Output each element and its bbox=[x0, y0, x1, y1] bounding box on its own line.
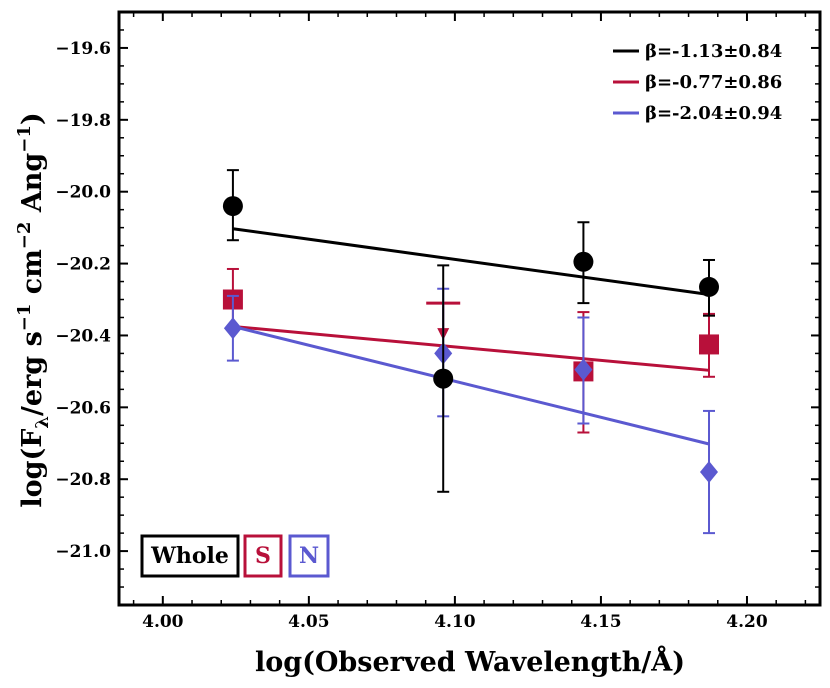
y-tick-label: −19.6 bbox=[55, 39, 111, 59]
data-point bbox=[433, 368, 454, 389]
y-label-sup: −1 bbox=[14, 304, 35, 332]
y-tick-label: −20.6 bbox=[55, 398, 111, 418]
data-point bbox=[700, 461, 719, 484]
whole-box-label: Whole bbox=[150, 543, 229, 569]
region-labels: Whole S N bbox=[140, 534, 330, 578]
data-point bbox=[223, 317, 242, 340]
data-point bbox=[699, 276, 720, 297]
series-whole bbox=[222, 169, 720, 493]
series-s bbox=[222, 267, 720, 434]
legend-label-n: β=-2.04±0.94 bbox=[645, 103, 782, 124]
ticks-layer: 4.00 4.05 4.10 4.15 4.20 −19.6 −19.8 −20.0 −20.2… bbox=[55, 11, 820, 632]
fit-line bbox=[232, 324, 710, 372]
data-point bbox=[699, 334, 720, 355]
data-point bbox=[574, 358, 593, 381]
fit-line bbox=[232, 227, 710, 296]
y-tick-label: −21.0 bbox=[55, 542, 111, 562]
y-tick-label: −20.4 bbox=[55, 326, 111, 346]
data-point bbox=[573, 251, 594, 272]
x-tick-label: 4.00 bbox=[142, 612, 184, 632]
series-n bbox=[223, 287, 719, 535]
legend: β=-1.13±0.84 β=-0.77±0.86 β=-2.04±0.94 bbox=[613, 41, 782, 124]
y-tick-label: −20.2 bbox=[55, 255, 111, 275]
y-axis-label: log(Fλ/erg s−1 cm−2 Ang−1) bbox=[14, 112, 53, 507]
y-tick-label: −20.0 bbox=[55, 183, 111, 203]
data-point bbox=[222, 196, 243, 217]
x-tick-label: 4.20 bbox=[726, 612, 768, 632]
plot-frame bbox=[117, 10, 822, 607]
y-label-part: log(F bbox=[17, 429, 48, 508]
x-tick-label: 4.10 bbox=[434, 612, 476, 632]
n-box bbox=[288, 534, 330, 578]
y-tick-label: −20.8 bbox=[55, 470, 111, 490]
y-label-sup: −2 bbox=[14, 222, 35, 250]
y-label-part: ) bbox=[17, 112, 48, 125]
x-tick-label: 4.15 bbox=[580, 612, 621, 632]
y-label-sub: λ bbox=[32, 416, 53, 429]
y-tick-label: −19.8 bbox=[55, 111, 111, 131]
y-label-sup: −1 bbox=[14, 125, 35, 153]
x-tick-label: 4.05 bbox=[288, 612, 329, 632]
fit-line bbox=[232, 325, 710, 446]
legend-label-s: β=-0.77±0.86 bbox=[645, 72, 782, 93]
s-box bbox=[243, 534, 283, 578]
s-box-label: S bbox=[255, 543, 271, 569]
whole-box bbox=[140, 534, 240, 578]
y-label-part: /erg s bbox=[17, 331, 48, 416]
y-label-part: Ang bbox=[17, 153, 48, 222]
legend-label-whole: β=-1.13±0.84 bbox=[645, 41, 782, 62]
series-layer bbox=[222, 169, 720, 535]
x-axis-label: log(Observed Wavelength/Å) bbox=[255, 644, 685, 678]
n-box-label: N bbox=[299, 543, 319, 569]
y-label-part: cm bbox=[17, 249, 48, 303]
